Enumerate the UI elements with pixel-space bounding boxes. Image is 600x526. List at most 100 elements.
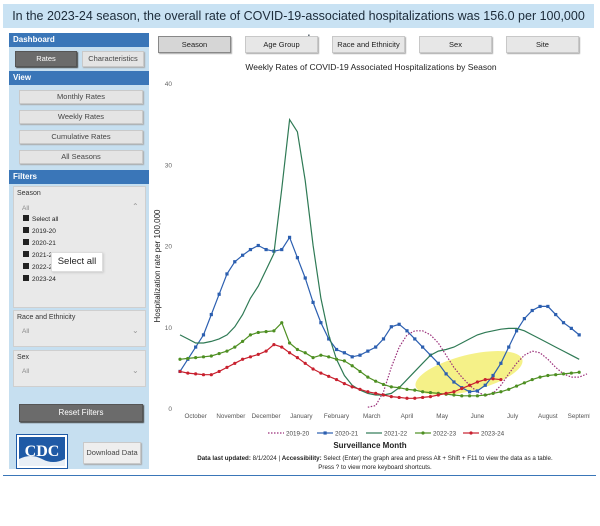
data-point[interactable] xyxy=(334,357,339,361)
tab-race-and-ethnicity[interactable]: Race and Ethnicity xyxy=(332,36,405,53)
data-point[interactable] xyxy=(287,341,292,345)
data-point[interactable] xyxy=(209,312,213,317)
data-point[interactable] xyxy=(530,377,534,382)
monthly-rates-button[interactable]: Monthly Rates xyxy=(19,90,143,104)
tab-season[interactable]: Season xyxy=(158,36,231,53)
data-point[interactable] xyxy=(350,364,354,368)
data-point[interactable] xyxy=(421,390,425,394)
data-point[interactable] xyxy=(499,377,503,382)
data-point[interactable] xyxy=(311,356,315,360)
data-point[interactable] xyxy=(334,377,339,382)
data-point[interactable] xyxy=(413,388,417,392)
data-point[interactable] xyxy=(327,355,331,359)
data-point[interactable] xyxy=(366,390,370,394)
data-point[interactable] xyxy=(522,317,526,321)
data-point[interactable] xyxy=(467,390,472,394)
data-point[interactable] xyxy=(358,369,362,374)
data-point[interactable] xyxy=(491,391,495,395)
data-point[interactable] xyxy=(194,345,198,349)
data-point[interactable] xyxy=(280,247,284,252)
data-point[interactable] xyxy=(483,393,487,397)
data-point[interactable] xyxy=(295,256,300,260)
data-point[interactable] xyxy=(475,380,480,384)
data-point[interactable] xyxy=(303,351,307,355)
data-point[interactable] xyxy=(530,308,534,313)
season-filter[interactable]: Season All ⌃ Select all 2019-20 2020-21 … xyxy=(13,186,146,308)
data-point[interactable] xyxy=(264,330,268,334)
reset-filters-button[interactable]: Reset Filters xyxy=(19,404,143,422)
data-point[interactable] xyxy=(225,349,229,353)
data-point[interactable] xyxy=(217,292,221,296)
data-point[interactable] xyxy=(460,386,464,391)
data-point[interactable] xyxy=(280,345,284,349)
data-point[interactable] xyxy=(554,373,558,377)
data-point[interactable] xyxy=(327,374,331,378)
rates-button[interactable]: Rates xyxy=(15,51,77,67)
data-point[interactable] xyxy=(436,393,440,397)
data-point[interactable] xyxy=(201,355,206,359)
series-line-2019-20[interactable] xyxy=(367,330,588,408)
data-point[interactable] xyxy=(366,375,370,379)
data-point[interactable] xyxy=(350,355,354,359)
season-option-2020-21[interactable]: 2020-21 xyxy=(23,239,56,249)
data-point[interactable] xyxy=(475,394,480,398)
characteristics-button[interactable]: Characteristics xyxy=(82,51,144,67)
season-option-2023-24[interactable]: 2023-24 xyxy=(23,275,56,285)
data-point[interactable] xyxy=(397,395,401,400)
data-point[interactable] xyxy=(264,349,268,353)
data-point[interactable] xyxy=(499,361,503,365)
data-point[interactable] xyxy=(507,387,511,391)
data-point[interactable] xyxy=(241,339,245,343)
data-point[interactable] xyxy=(248,247,253,252)
data-point[interactable] xyxy=(186,371,190,375)
data-point[interactable] xyxy=(475,389,480,393)
data-point[interactable] xyxy=(452,380,456,384)
data-point[interactable] xyxy=(561,321,566,325)
data-point[interactable] xyxy=(295,347,300,352)
data-point[interactable] xyxy=(233,260,237,264)
data-point[interactable] xyxy=(280,321,284,325)
season-option-select-all[interactable]: Select all xyxy=(23,215,58,225)
data-point[interactable] xyxy=(538,375,542,379)
tab-sex[interactable]: Sex xyxy=(419,36,492,53)
data-point[interactable] xyxy=(201,333,206,337)
data-point[interactable] xyxy=(225,365,229,369)
data-point[interactable] xyxy=(272,343,276,347)
data-point[interactable] xyxy=(389,385,393,389)
data-point[interactable] xyxy=(194,372,198,376)
data-point[interactable] xyxy=(577,370,581,374)
data-point[interactable] xyxy=(405,396,409,400)
data-point[interactable] xyxy=(272,329,276,333)
data-point[interactable] xyxy=(514,384,519,388)
season-option-2019-20[interactable]: 2019-20 xyxy=(23,227,56,237)
race-ethnicity-filter[interactable]: Race and Ethnicity All ⌄ xyxy=(13,310,146,347)
data-point[interactable] xyxy=(319,321,323,325)
series-line-2022-23[interactable] xyxy=(179,321,580,397)
data-point[interactable] xyxy=(217,369,221,374)
checkbox-icon[interactable] xyxy=(23,215,29,222)
data-point[interactable] xyxy=(295,356,300,360)
data-point[interactable] xyxy=(233,361,237,365)
data-point[interactable] xyxy=(421,395,425,400)
chevron-down-icon[interactable]: ⌄ xyxy=(132,326,139,335)
data-point[interactable] xyxy=(358,353,362,357)
data-point[interactable] xyxy=(452,393,456,397)
data-point[interactable] xyxy=(256,243,260,248)
data-point[interactable] xyxy=(374,345,378,349)
data-point[interactable] xyxy=(366,349,370,353)
data-point[interactable] xyxy=(241,357,245,361)
data-point[interactable] xyxy=(491,373,495,378)
data-point[interactable] xyxy=(561,372,566,376)
data-point[interactable] xyxy=(460,394,464,398)
data-point[interactable] xyxy=(507,345,511,349)
checkbox-icon[interactable] xyxy=(23,275,29,282)
data-point[interactable] xyxy=(233,345,237,349)
data-point[interactable] xyxy=(499,390,503,394)
data-point[interactable] xyxy=(248,355,253,359)
data-point[interactable] xyxy=(248,333,253,337)
data-point[interactable] xyxy=(444,372,448,376)
data-point[interactable] xyxy=(577,333,581,337)
data-point[interactable] xyxy=(381,382,386,387)
data-point[interactable] xyxy=(186,356,190,361)
data-point[interactable] xyxy=(569,371,573,375)
